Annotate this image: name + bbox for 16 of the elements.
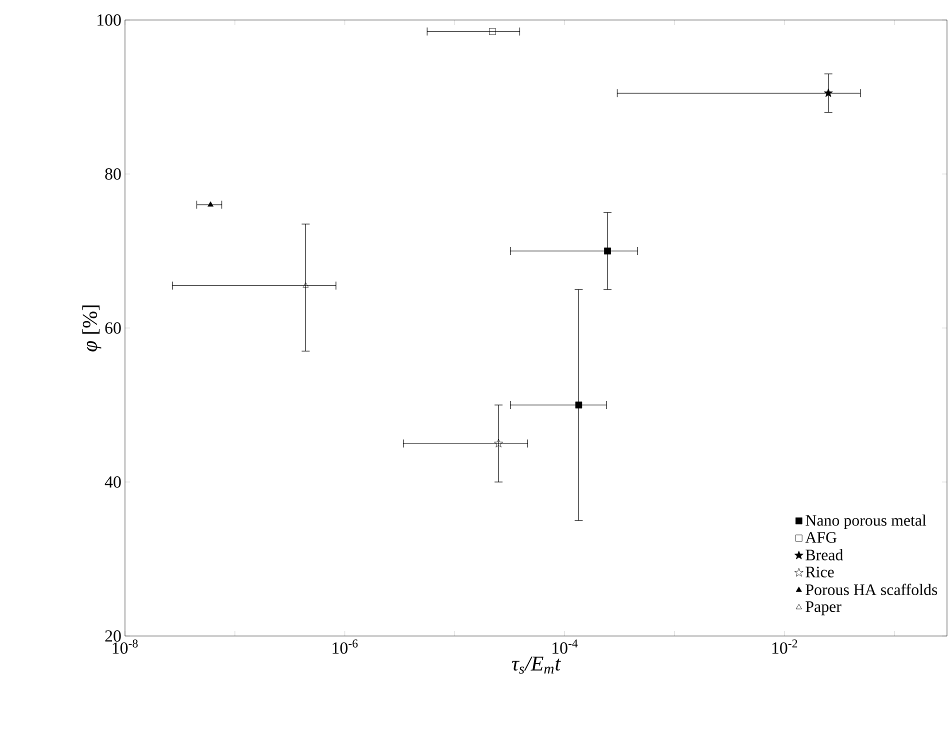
y-tick-label: 100 [98,14,121,26]
x-axis-title: τ$_{s}$/E$_{m}$t [512,656,561,674]
legend-label: AFG [805,532,837,543]
legend-label: Paper [806,601,842,616]
y-tick-label: 40 [104,476,121,488]
y-axis-title: φ [%] [82,305,102,352]
x-tick-label: 10$^{-6}$ [332,640,358,654]
x-tick-label: 10$^{-2}$ [772,640,798,654]
legend-label: Rice [806,566,834,578]
legend-label: Porous HA scaffolds [806,584,938,596]
legend-label: Bread [806,549,844,560]
y-tick-label: 80 [105,168,121,180]
y-tick-label: 60 [105,322,121,334]
y-tick-label: 20 [105,630,121,642]
legend-label: Nano porous metal [806,514,926,530]
x-tick-label: 10$^{-4}$ [552,640,578,654]
